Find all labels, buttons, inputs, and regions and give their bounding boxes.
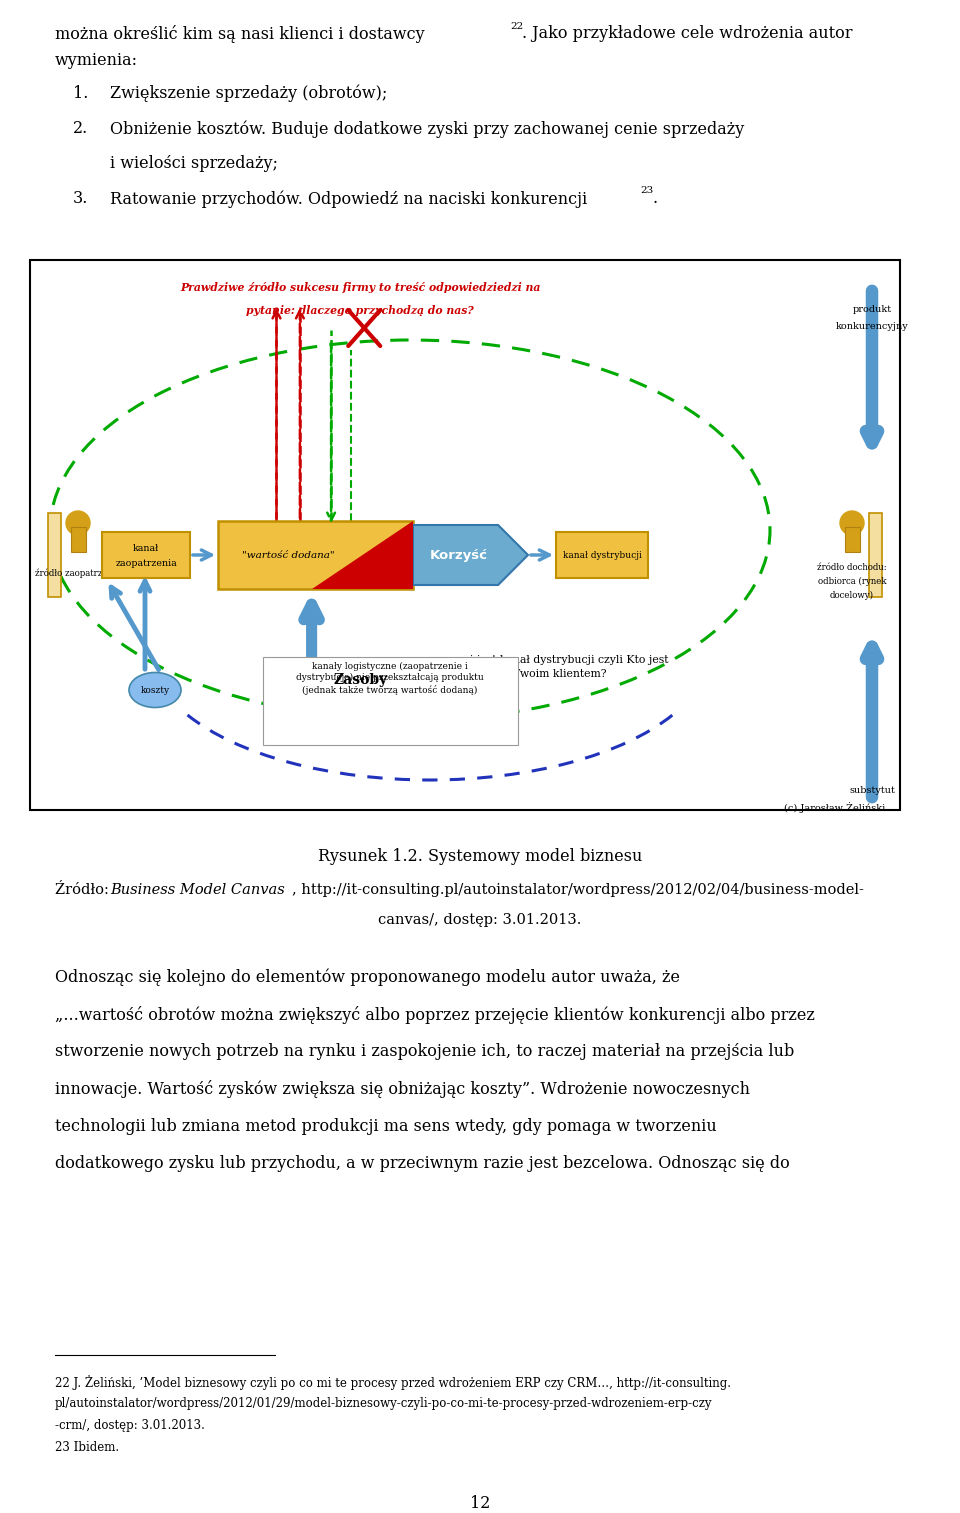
Text: Zwiększenie sprzedaży (obrotów);: Zwiększenie sprzedaży (obrotów); (110, 85, 388, 103)
Text: źródło zaopatrzenia: źródło zaopatrzenia (36, 567, 121, 578)
Text: -crm/, dostęp: 3.01.2013.: -crm/, dostęp: 3.01.2013. (55, 1419, 204, 1431)
Text: substytut: substytut (849, 785, 895, 794)
Text: Ratowanie przychodów. Odpowiedź na naciski konkurencji: Ratowanie przychodów. Odpowiedź na nacis… (110, 191, 588, 207)
Text: pytanie: dlaczego przychodzą do nas?: pytanie: dlaczego przychodzą do nas? (246, 306, 474, 316)
Text: Obniżenie kosztów. Buduje dodatkowe zyski przy zachowanej cenie sprzedaży: Obniżenie kosztów. Buduje dodatkowe zysk… (110, 120, 744, 138)
Text: Źródło:: Źródło: (55, 884, 113, 897)
Text: produkt: produkt (852, 306, 892, 315)
Text: , http://it-consulting.pl/autoinstalator/wordpress/2012/02/04/business-model-: , http://it-consulting.pl/autoinstalator… (292, 884, 864, 897)
Text: odbiorca (rynek: odbiorca (rynek (818, 576, 886, 586)
Text: kanał dystrybucji: kanał dystrybucji (563, 551, 641, 560)
Ellipse shape (129, 672, 181, 708)
Circle shape (840, 511, 864, 536)
Text: dodatkowego zysku lub przychodu, a w przeciwnym razie jest bezcelowa. Odnosząc s: dodatkowego zysku lub przychodu, a w prz… (55, 1156, 790, 1173)
Circle shape (66, 511, 90, 536)
Text: "wartość dodana": "wartość dodana" (242, 551, 334, 560)
Text: czyj jest kanał dystrybucji czyli Kto jest
Twoim klientem?: czyj jest kanał dystrybucji czyli Kto je… (452, 655, 668, 679)
FancyBboxPatch shape (556, 533, 648, 578)
Text: kanały logistyczne (zaopatrzenie i
dystrybucja) nie przekształcają produktu
(jed: kanały logistyczne (zaopatrzenie i dystr… (296, 663, 484, 694)
Polygon shape (413, 525, 528, 586)
FancyBboxPatch shape (48, 513, 61, 598)
Text: technologii lub zmiana metod produkcji ma sens wtedy, gdy pomaga w tworzeniu: technologii lub zmiana metod produkcji m… (55, 1118, 717, 1135)
FancyBboxPatch shape (102, 533, 190, 578)
FancyBboxPatch shape (70, 527, 85, 552)
Text: 22: 22 (510, 23, 523, 30)
Text: Odnosząc się kolejno do elementów proponowanego modelu autor uważa, że: Odnosząc się kolejno do elementów propon… (55, 968, 680, 985)
FancyBboxPatch shape (869, 513, 882, 598)
Text: i wielości sprzedaży;: i wielości sprzedaży; (110, 154, 278, 172)
Text: 1.: 1. (73, 85, 88, 101)
FancyBboxPatch shape (218, 520, 413, 589)
Text: 3.: 3. (73, 191, 88, 207)
Text: . Jako przykładowe cele wdrożenia autor: . Jako przykładowe cele wdrożenia autor (522, 26, 852, 42)
Text: Rysunek 1.2. Systemowy model biznesu: Rysunek 1.2. Systemowy model biznesu (318, 847, 642, 865)
Text: pl/autoinstalator/wordpress/2012/01/29/model-biznesowy-czyli-po-co-mi-te-procesy: pl/autoinstalator/wordpress/2012/01/29/m… (55, 1396, 712, 1410)
Text: 23 Ibidem.: 23 Ibidem. (55, 1440, 119, 1454)
Text: docelowy): docelowy) (830, 592, 874, 601)
Text: Korzyść: Korzyść (430, 549, 488, 561)
Text: .: . (653, 191, 659, 207)
Text: Zasoby: Zasoby (334, 673, 388, 687)
Text: Prawdziwe źródło sukcesu firmy to treść odpowiedziedzi na: Prawdziwe źródło sukcesu firmy to treść … (180, 281, 540, 294)
FancyBboxPatch shape (262, 657, 517, 744)
Text: koszty: koszty (140, 685, 170, 694)
Text: zaopatrzenia: zaopatrzenia (115, 560, 177, 569)
Text: innowacje. Wartość zysków zwiększa się obniżając koszty”. Wdrożenie nowoczesnych: innowacje. Wartość zysków zwiększa się o… (55, 1080, 750, 1098)
Text: konkurencyjny: konkurencyjny (835, 322, 908, 331)
Text: 2.: 2. (73, 120, 88, 138)
Text: kanał: kanał (132, 545, 159, 554)
Text: stworzenie nowych potrzeb na rynku i zaspokojenie ich, to raczej materiał na prz: stworzenie nowych potrzeb na rynku i zas… (55, 1042, 794, 1061)
Text: Business Model Canvas: Business Model Canvas (110, 884, 285, 897)
Text: 22 J. Żeliński, ’Model biznesowy czyli po co mi te procesy przed wdrożeniem ERP : 22 J. Żeliński, ’Model biznesowy czyli p… (55, 1375, 731, 1390)
Text: można określić kim są nasi klienci i dostawcy: można określić kim są nasi klienci i dos… (55, 26, 424, 42)
Text: (c) Jarosław Żeliński: (c) Jarosław Żeliński (783, 802, 885, 812)
Text: canvas/, dostęp: 3.01.2013.: canvas/, dostęp: 3.01.2013. (378, 912, 582, 927)
Text: „...wartość obrotów można zwiększyć albo poprzez przejęcie klientów konkurencji : „...wartość obrotów można zwiększyć albo… (55, 1006, 815, 1023)
Polygon shape (312, 520, 413, 589)
Text: wymienia:: wymienia: (55, 51, 138, 70)
Text: 23: 23 (640, 186, 653, 195)
FancyBboxPatch shape (845, 527, 859, 552)
Text: źródło dochodu:: źródło dochodu: (817, 563, 887, 572)
FancyBboxPatch shape (30, 260, 900, 809)
Text: 12: 12 (469, 1495, 491, 1511)
